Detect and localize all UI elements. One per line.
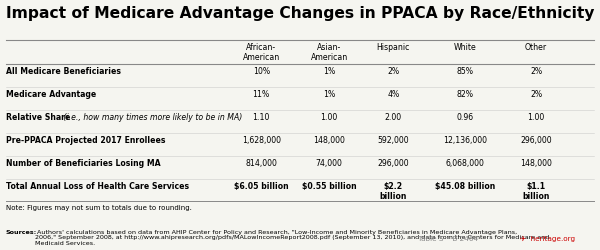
Text: 148,000: 148,000 [313, 135, 345, 144]
Text: Table S • B 2464: Table S • B 2464 [418, 236, 478, 242]
Text: All Medicare Beneficiaries: All Medicare Beneficiaries [6, 67, 121, 76]
Text: 0.96: 0.96 [456, 112, 473, 122]
Text: 1.00: 1.00 [320, 112, 338, 122]
Text: Other: Other [525, 43, 547, 52]
Text: 592,000: 592,000 [377, 135, 409, 144]
Text: 1.10: 1.10 [253, 112, 270, 122]
Text: 74,000: 74,000 [316, 158, 343, 167]
Text: African-
American: African- American [242, 43, 280, 62]
Text: 814,000: 814,000 [245, 158, 277, 167]
Text: 10%: 10% [253, 67, 270, 76]
Text: 1%: 1% [323, 67, 335, 76]
Text: 4%: 4% [387, 90, 400, 99]
Text: 2%: 2% [530, 67, 542, 76]
Text: (i.e., how many times more likely to be in MA): (i.e., how many times more likely to be … [61, 112, 242, 122]
Text: Hispanic: Hispanic [377, 43, 410, 52]
Text: Asian-
American: Asian- American [310, 43, 348, 62]
Text: $6.05 billion: $6.05 billion [234, 181, 289, 190]
Text: 6,068,000: 6,068,000 [445, 158, 484, 167]
Text: 296,000: 296,000 [377, 158, 409, 167]
Text: Note: Figures may not sum to totals due to rounding.: Note: Figures may not sum to totals due … [6, 204, 192, 210]
Text: 1%: 1% [323, 90, 335, 99]
Text: 12,136,000: 12,136,000 [443, 135, 487, 144]
Text: Total Annual Loss of Health Care Services: Total Annual Loss of Health Care Service… [6, 181, 189, 190]
Text: 82%: 82% [456, 90, 473, 99]
Text: 2%: 2% [387, 67, 399, 76]
Text: $2.2
billion: $2.2 billion [380, 181, 407, 200]
Text: 2.00: 2.00 [385, 112, 402, 122]
Text: Number of Beneficiaries Losing MA: Number of Beneficiaries Losing MA [6, 158, 161, 167]
Text: Medicare Advantage: Medicare Advantage [6, 90, 96, 99]
Text: Impact of Medicare Advantage Changes in PPACA by Race/Ethnicity: Impact of Medicare Advantage Changes in … [6, 6, 595, 21]
Text: 1,628,000: 1,628,000 [242, 135, 281, 144]
Text: 148,000: 148,000 [520, 158, 552, 167]
Text: 85%: 85% [456, 67, 473, 76]
Text: $45.08 billion: $45.08 billion [434, 181, 495, 190]
Text: Authors' calculations based on data from AHIP Center for Policy and Research, "L: Authors' calculations based on data from… [35, 229, 549, 245]
Text: Pre-PPACA Projected 2017 Enrollees: Pre-PPACA Projected 2017 Enrollees [6, 135, 166, 144]
Text: White: White [453, 43, 476, 52]
Text: Relative Share: Relative Share [6, 112, 70, 122]
Text: 1.00: 1.00 [527, 112, 545, 122]
Text: 296,000: 296,000 [520, 135, 552, 144]
Text: ✈  heritage.org: ✈ heritage.org [521, 235, 575, 242]
Text: $0.55 billion: $0.55 billion [302, 181, 356, 190]
Text: $1.1
billion: $1.1 billion [523, 181, 550, 200]
Text: Sources:: Sources: [6, 229, 37, 234]
Text: 2%: 2% [530, 90, 542, 99]
Text: 11%: 11% [253, 90, 270, 99]
